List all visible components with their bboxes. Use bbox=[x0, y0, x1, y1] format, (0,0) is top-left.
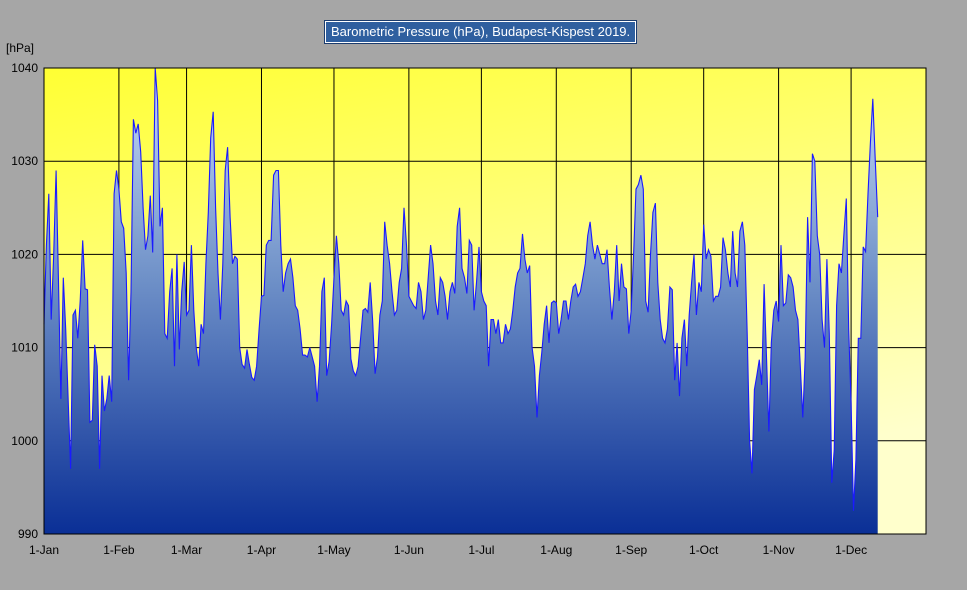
x-tick-label: 1-May bbox=[317, 543, 350, 557]
pressure-area bbox=[44, 68, 878, 534]
plot-border bbox=[43, 67, 927, 535]
y-tick-label: 990 bbox=[18, 527, 38, 541]
pressure-line bbox=[43, 67, 879, 511]
x-tick-label: 1-Jul bbox=[468, 543, 494, 557]
x-tick-label: 1-Oct bbox=[689, 543, 719, 557]
y-tick-label: 1030 bbox=[11, 154, 38, 168]
y-tick-label: 1010 bbox=[11, 341, 38, 355]
y-axis-label: [hPa] bbox=[6, 41, 34, 55]
y-tick-label: 1000 bbox=[11, 434, 38, 448]
x-tick-label: 1-Nov bbox=[763, 543, 795, 557]
x-tick-label: 1-Aug bbox=[540, 543, 572, 557]
x-tick-label: 1-Apr bbox=[247, 543, 276, 557]
x-tick-label: 1-Jun bbox=[394, 543, 424, 557]
y-tick-label: 1020 bbox=[11, 247, 38, 261]
y-tick-labels: 990 1000 1010 1020 1030 1040 bbox=[11, 61, 38, 541]
y-tick-label: 1040 bbox=[11, 61, 38, 75]
x-tick-label: 1-Dec bbox=[835, 543, 867, 557]
chart-title: Barometric Pressure (hPa), Budapest-Kisp… bbox=[325, 21, 637, 43]
x-tick-label: 1-Feb bbox=[103, 543, 135, 557]
x-tick-label: 1-Sep bbox=[615, 543, 647, 557]
x-tick-label: 1-Mar bbox=[171, 543, 202, 557]
x-tick-labels: 1-Jan 1-Feb 1-Mar 1-Apr 1-May 1-Jun 1-Jul 1-Aug… bbox=[29, 543, 867, 557]
x-tick-label: 1-Jan bbox=[29, 543, 59, 557]
